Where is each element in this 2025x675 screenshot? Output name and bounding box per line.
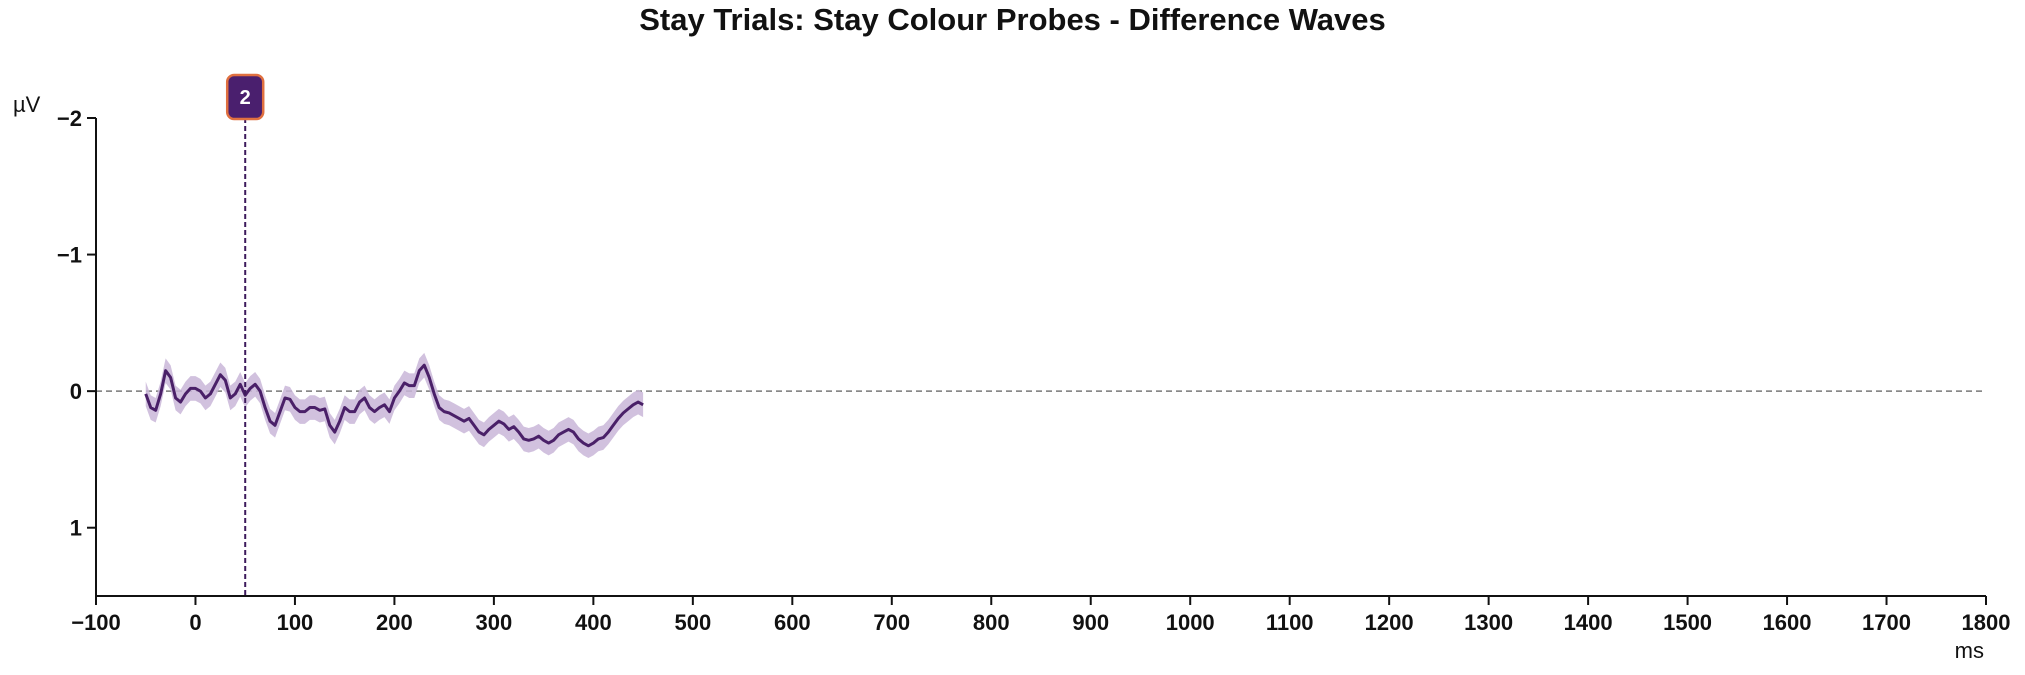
- x-tick-label: 300: [476, 610, 513, 635]
- y-tick-label: 1: [70, 516, 82, 541]
- series-line-0: [144, 363, 644, 448]
- x-tick-label: 1100: [1266, 610, 1314, 635]
- x-tick-label: 1300: [1464, 610, 1513, 635]
- x-tick-label: 1600: [1763, 610, 1812, 635]
- x-tick-label: 700: [873, 610, 910, 635]
- x-tick-label: 100: [277, 610, 314, 635]
- y-axis-label: µV: [13, 92, 41, 117]
- x-tick-label: 200: [376, 610, 413, 635]
- y-tick-label: 0: [70, 379, 82, 404]
- event-marker-badge: 2: [225, 73, 265, 121]
- x-tick-label: 0: [189, 610, 201, 635]
- x-tick-label: 800: [973, 610, 1010, 635]
- chart-title: Stay Trials: Stay Colour Probes - Differ…: [639, 2, 1386, 37]
- series-confidence-band-0: [145, 352, 644, 459]
- x-tick-label: −100: [71, 610, 121, 635]
- x-tick-label: 1500: [1663, 610, 1712, 635]
- x-tick-label: 1200: [1365, 610, 1414, 635]
- y-tick-label: −1: [57, 243, 82, 268]
- x-tick-label: 1700: [1862, 610, 1911, 635]
- x-tick-label: 1800: [1962, 610, 2011, 635]
- x-tick-label: 900: [1072, 610, 1109, 635]
- x-tick-label: 1000: [1166, 610, 1215, 635]
- event-marker-badge-box: [225, 73, 265, 121]
- x-tick-label: 1400: [1564, 610, 1613, 635]
- y-tick-label: −2: [57, 106, 82, 131]
- x-axis-label: ms: [1955, 638, 1984, 663]
- x-tick-label: 500: [674, 610, 711, 635]
- event-marker-label: 2: [240, 87, 251, 109]
- x-tick-label: 600: [774, 610, 811, 635]
- x-tick-label: 400: [575, 610, 612, 635]
